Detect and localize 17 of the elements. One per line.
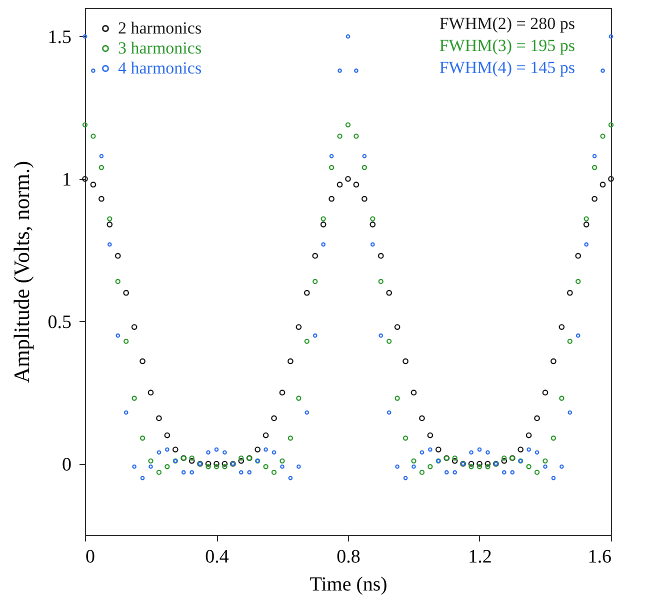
legend-label: 4 harmonics — [118, 58, 202, 78]
x-tick-label: 0.4 — [205, 546, 230, 568]
x-tick-label: 0.8 — [336, 546, 360, 568]
y-tick-label: 0.5 — [48, 312, 72, 333]
annotation: FWHM(3) = 195 ps — [439, 36, 575, 55]
y-axis-title: Amplitude (Volts, norm.) — [8, 160, 34, 384]
annotation: FWHM(4) = 145 ps — [439, 58, 575, 77]
legend-label: 3 harmonics — [118, 38, 202, 58]
x-tick-label: 1.6 — [588, 546, 612, 568]
x-tick-label: 0 — [86, 546, 95, 568]
annotation: FWHM(2) = 280 ps — [439, 14, 575, 33]
x-axis-title: Time (ns) — [310, 574, 388, 596]
x-tick-label: 1.2 — [468, 546, 492, 568]
y-tick-label: 1.5 — [48, 26, 72, 48]
legend-label: 2 harmonics — [118, 18, 202, 38]
y-tick-label: 1 — [62, 169, 72, 190]
y-tick-label: 0 — [62, 454, 72, 476]
